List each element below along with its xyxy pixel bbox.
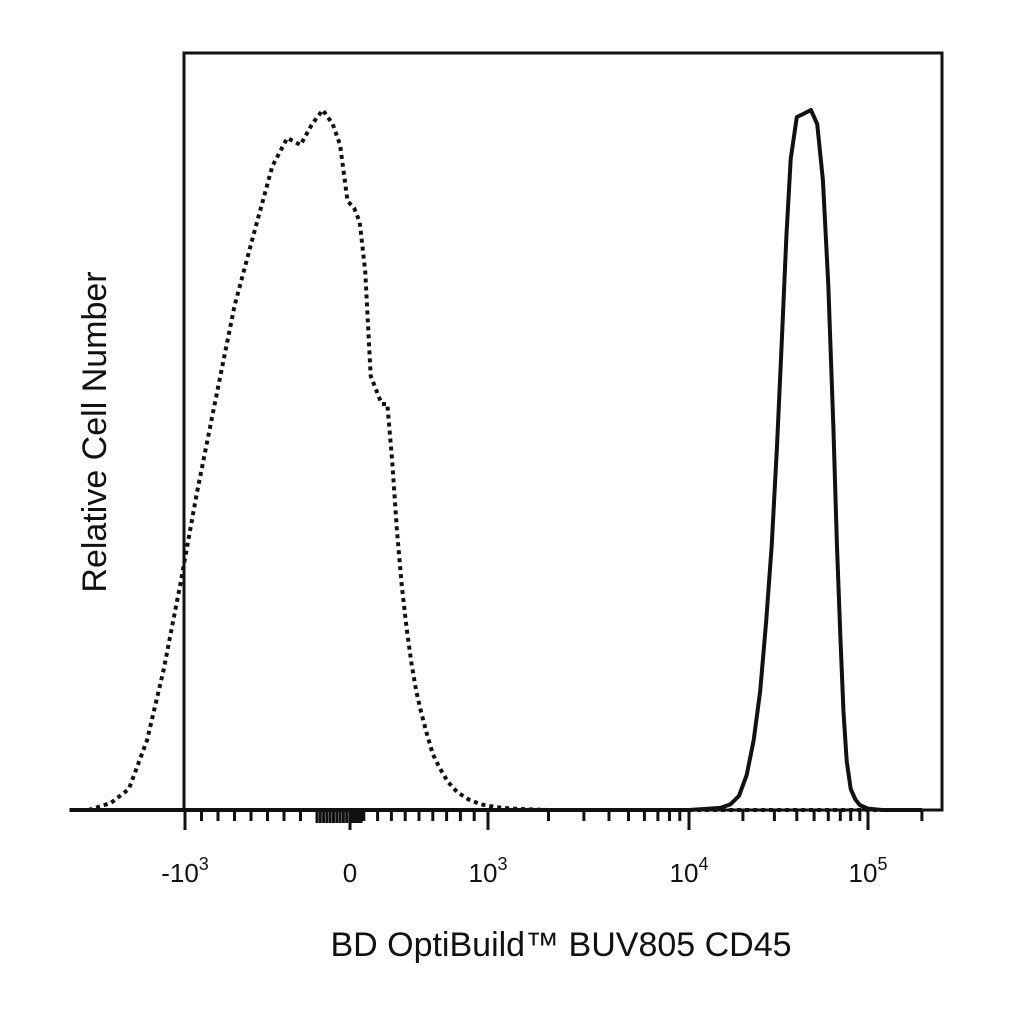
x-tick-label: 105 [849, 854, 888, 888]
x-tick-label: -103 [161, 854, 209, 888]
x-axis-tick-labels: -103 0 103 104 105 [161, 854, 887, 888]
x-tick-label: 0 [343, 858, 357, 888]
series-layer [69, 108, 922, 812]
x-axis-ticks [183, 810, 924, 830]
series-solid-line [69, 108, 922, 812]
x-axis-title: BD OptiBuild™ BUV805 CD45 [330, 926, 791, 964]
plot-frame [182, 51, 944, 812]
y-axis-title: Relative Cell Number [76, 271, 114, 592]
x-tick-label: 103 [469, 854, 508, 888]
x-tick-label: 104 [670, 854, 709, 888]
